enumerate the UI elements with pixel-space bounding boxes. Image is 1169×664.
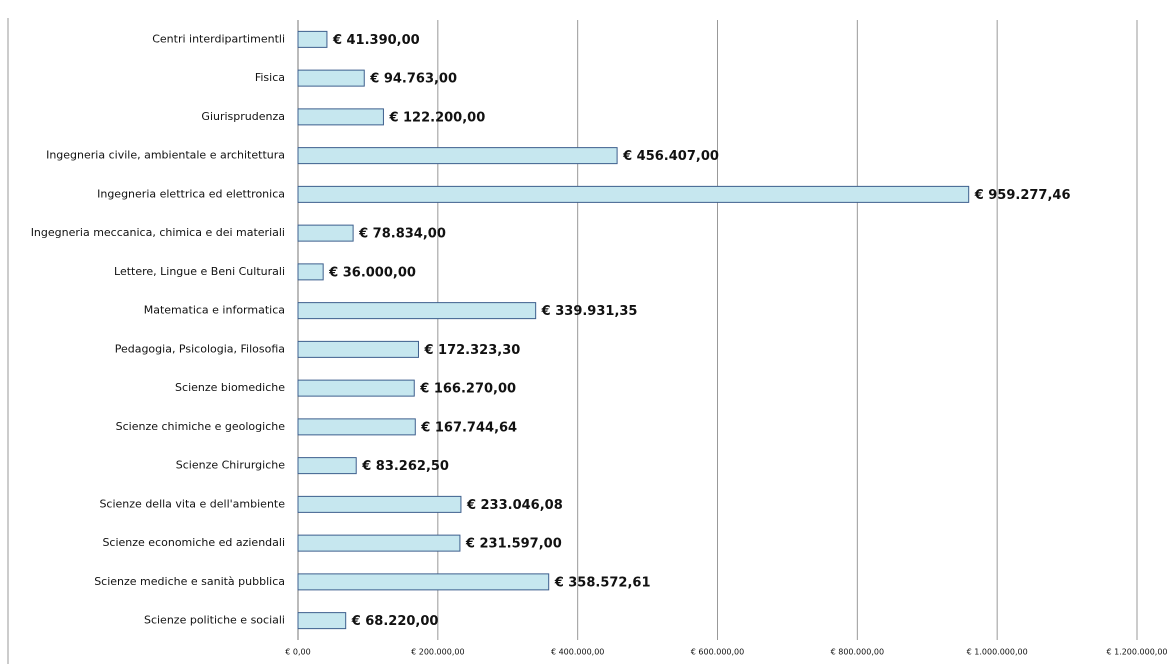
y-tick-label: Ingegneria civile, ambientale e architet… <box>46 149 285 162</box>
bar <box>297 340 419 358</box>
bar <box>297 263 324 281</box>
bar <box>297 534 461 552</box>
y-tick-label: Fisica <box>255 71 285 84</box>
x-tick-label: € 1.200.000,00 <box>1106 648 1167 657</box>
x-tick-label: € 400.000,00 <box>551 648 604 657</box>
bar <box>297 573 550 591</box>
data-label: € 233.046,08 <box>466 498 563 513</box>
y-tick-label: Matematica e informatica <box>144 304 285 317</box>
y-tick-label: Pedagogia, Psicologia, Filosofia <box>115 342 285 355</box>
bar <box>297 108 384 126</box>
data-label: € 41.390,00 <box>332 33 420 48</box>
data-label: € 231.597,00 <box>465 537 562 552</box>
x-tick-label: € 200.000,00 <box>411 648 464 657</box>
bar <box>297 418 416 436</box>
data-label: € 36.000,00 <box>328 265 416 280</box>
y-tick-label: Scienze chimiche e geologiche <box>116 420 286 433</box>
y-tick-label: Scienze Chirurgiche <box>176 459 285 472</box>
data-label: € 167.744,64 <box>420 420 517 435</box>
data-label: € 68.220,00 <box>351 614 439 629</box>
data-label: € 166.270,00 <box>419 382 516 397</box>
y-tick-label: Scienze politiche e sociali <box>144 614 285 627</box>
y-tick-label: Lettere, Lingue e Beni Culturali <box>114 265 285 278</box>
bar <box>297 147 618 165</box>
bar <box>297 495 462 513</box>
data-label: € 959.277,46 <box>974 188 1071 203</box>
y-tick-label: Scienze biomediche <box>175 381 285 394</box>
x-tick-label: € 800.000,00 <box>831 648 884 657</box>
data-label: € 83.262,50 <box>361 459 449 474</box>
y-tick-label: Ingegneria elettrica ed elettronica <box>97 187 285 200</box>
y-tick-label: Scienze della vita e dell'ambiente <box>99 497 285 510</box>
x-tick-label: € 600.000,00 <box>691 648 744 657</box>
data-label: € 172.323,30 <box>423 343 520 358</box>
y-tick-label: Scienze economiche ed aziendali <box>102 536 285 549</box>
y-tick-label: Ingegneria meccanica, chimica e dei mate… <box>31 226 285 239</box>
bar <box>297 302 537 320</box>
bar <box>297 457 357 475</box>
data-label: € 456.407,00 <box>622 149 719 164</box>
bar <box>297 379 415 397</box>
bar <box>297 612 347 630</box>
y-tick-label: Scienze mediche e sanità pubblica <box>94 575 285 588</box>
bar <box>297 224 354 242</box>
data-label: € 358.572,61 <box>554 575 651 590</box>
x-tick-label: € 1.000.000,00 <box>967 648 1028 657</box>
data-label: € 122.200,00 <box>388 110 485 125</box>
bar <box>297 30 328 48</box>
data-label: € 78.834,00 <box>358 227 446 242</box>
x-tick-label: € 0,00 <box>285 648 310 657</box>
bar <box>297 185 970 203</box>
y-tick-label: Giurisprudenza <box>201 110 285 123</box>
y-tick-label: Centri interdipartimentli <box>152 32 285 45</box>
bar <box>297 69 365 87</box>
data-label: € 94.763,00 <box>369 72 457 87</box>
data-label: € 339.931,35 <box>541 304 638 319</box>
